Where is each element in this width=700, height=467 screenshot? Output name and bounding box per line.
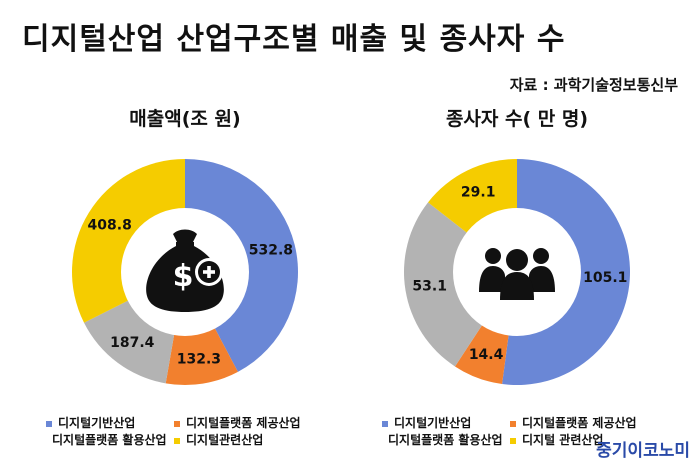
legend-swatch-related — [174, 437, 180, 444]
legend-label: 디지털 관련산업 — [522, 433, 604, 447]
sales-legend: 디지털기반산업 디지털플랫폼 제공산업 디지털플랫폼 활용산업 디지털관련산업 — [46, 415, 309, 449]
data-label: 132.3 — [177, 351, 221, 367]
sales-chart-title: 매출액(조 원) — [129, 108, 241, 130]
sales-donut-chart: $ 532.8 132.3 187.4 408.8 — [71, 159, 299, 386]
legend-item-platform-user: 디지털플랫폼 활용산업 — [382, 432, 503, 449]
legend-swatch-basic — [46, 420, 52, 427]
watermark-logo: 중기이코노미 — [596, 441, 690, 461]
legend-item-platform-provider: 디지털플랫폼 제공산업 — [510, 415, 637, 432]
legend-label: 디지털기반산업 — [58, 416, 136, 430]
legend-item-platform-provider: 디지털플랫폼 제공산업 — [174, 415, 301, 432]
source-note: 자료 : 과학기술정보통신부 — [509, 76, 678, 94]
data-label: 187.4 — [110, 335, 155, 351]
data-label: 14.4 — [469, 347, 504, 363]
legend-label: 디지털플랫폼 제공산업 — [186, 416, 301, 430]
legend-item-related: 디지털관련산업 — [174, 432, 263, 449]
employees-legend: 디지털기반산업 디지털플랫폼 제공산업 디지털플랫폼 활용산업 디지털 관련산업 — [382, 415, 645, 449]
legend-label: 디지털관련산업 — [186, 433, 264, 447]
legend-label: 디지털플랫폼 활용산업 — [388, 433, 503, 447]
legend-item-basic: 디지털기반산업 — [46, 415, 166, 432]
data-label: 408.8 — [88, 218, 132, 234]
svg-text:$: $ — [173, 259, 194, 294]
legend-item-platform-user: 디지털플랫폼 활용산업 — [46, 432, 167, 449]
legend-swatch-basic — [382, 420, 388, 427]
data-label: 532.8 — [249, 243, 293, 259]
data-label: 29.1 — [461, 184, 496, 200]
data-label: 105.1 — [583, 270, 627, 286]
legend-swatch-related — [510, 437, 516, 444]
data-label: 53.1 — [412, 278, 447, 294]
legend-label: 디지털기반산업 — [394, 416, 472, 430]
legend-item-basic: 디지털기반산업 — [382, 415, 502, 432]
legend-swatch-platform-provider — [510, 420, 516, 427]
employees-chart-title: 종사자 수( 만 명) — [445, 108, 589, 130]
employees-donut-chart: 105.1 14.4 53.1 29.1 — [403, 159, 631, 385]
people-icon — [479, 248, 555, 300]
legend-label: 디지털플랫폼 제공산업 — [522, 416, 637, 430]
legend-label: 디지털플랫폼 활용산업 — [52, 433, 167, 447]
legend-swatch-platform-provider — [174, 420, 180, 427]
legend-item-related: 디지털 관련산업 — [510, 432, 603, 449]
page-title: 디지털산업 산업구조별 매출 및 종사자 수 — [22, 22, 566, 57]
money-bag-icon: $ — [146, 229, 224, 312]
